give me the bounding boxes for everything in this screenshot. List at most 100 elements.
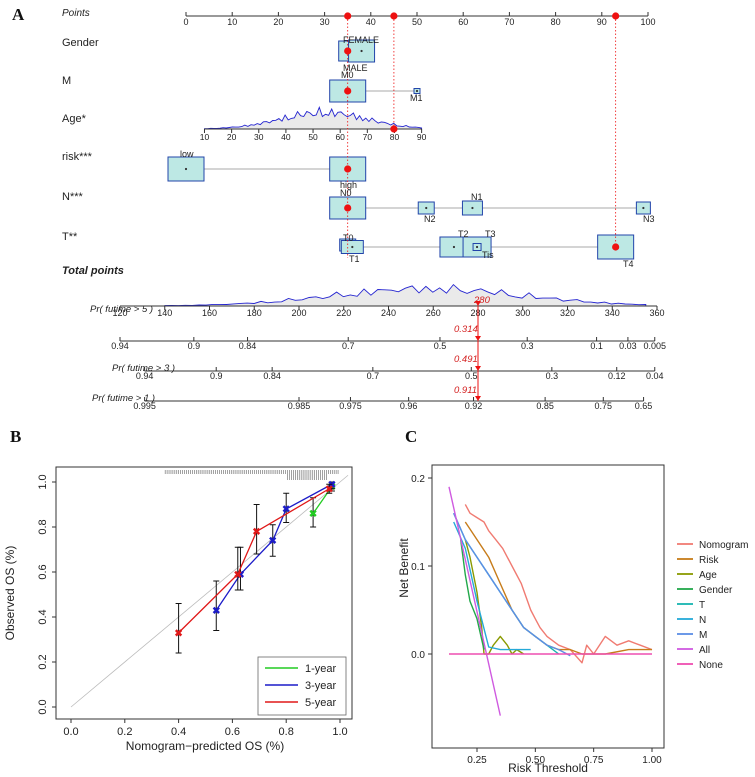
prob-label-1yr: Pr( futime > 1 ) — [92, 393, 155, 404]
age-tick-label: 60 — [335, 132, 345, 142]
calib-point: ✖ — [174, 628, 182, 639]
red-arrow — [475, 366, 481, 371]
legend-3yr: 3-year — [305, 680, 337, 692]
age-tick-label: 80 — [390, 132, 400, 142]
dca-xtick-label: 0.25 — [467, 755, 487, 766]
calib-ytick-label: 0.8 — [37, 519, 49, 534]
calib-xtick-label: 0.8 — [279, 726, 294, 738]
panel-label-a: A — [12, 5, 25, 24]
calibration-legend — [257, 656, 347, 716]
box-n2-dot — [425, 206, 428, 210]
level-t1: T1 — [349, 254, 360, 264]
prob-tick-label: 0.3 — [521, 341, 534, 351]
age-tick-label: 10 — [200, 132, 210, 142]
red-arrow — [475, 396, 481, 401]
prob-tick-label: 0.975 — [339, 401, 362, 411]
prob-tick-label: 0.94 — [136, 371, 154, 381]
dca-legend-none: None — [699, 660, 723, 671]
level-tis: Tis — [482, 250, 494, 260]
points-tick-label: 60 — [458, 17, 468, 27]
dca-xlabel: Risk Threshold — [508, 761, 588, 775]
prob-tick-label: 0.94 — [111, 341, 129, 351]
legend-5yr: 5-year — [305, 697, 337, 709]
red-arrow — [475, 336, 481, 341]
prob-label-5yr: Pr( futime > 5 ) — [90, 304, 153, 315]
dca-ytick-label: 0.0 — [411, 650, 425, 661]
points-tick-label: 80 — [551, 17, 561, 27]
total-tick-label: 180 — [247, 308, 262, 318]
dca-xtick-label: 0.50 — [526, 755, 546, 766]
points-tick-label: 50 — [412, 17, 422, 27]
age-tick-label: 30 — [254, 132, 264, 142]
total-points-marker-value: 280 — [473, 295, 491, 306]
pred-5yr: 0.314 — [454, 324, 478, 335]
dca-legend-risk: Risk — [699, 555, 719, 566]
dca-ylabel: Net Benefit — [397, 538, 411, 598]
level-n1: N1 — [471, 192, 483, 202]
prob-tick-label: 0.985 — [288, 401, 311, 411]
calib-xtick-label: 0.6 — [225, 726, 240, 738]
dca-xtick-label: 1.00 — [642, 755, 662, 766]
calib-point: ✖ — [269, 536, 277, 547]
dca-legend-n: N — [699, 615, 706, 626]
prob-tick-label: 0.04 — [646, 371, 664, 381]
total-tick-label: 320 — [560, 308, 575, 318]
level-n0: N0 — [340, 188, 352, 198]
points-tick-label: 0 — [183, 17, 188, 27]
level-t3: T3 — [485, 229, 496, 239]
total-points-label: Total points — [62, 265, 124, 277]
prob-tick-label: 0.84 — [263, 371, 281, 381]
level-m0: M0 — [341, 70, 354, 80]
var-label-m: M — [62, 75, 71, 87]
calib-ytick-label: 1.0 — [37, 474, 49, 489]
prob-tick-label: 0.9 — [210, 371, 223, 381]
points-selected — [390, 12, 398, 20]
prob-tick-label: 0.5 — [465, 371, 478, 381]
var-label-n: N*** — [62, 191, 84, 203]
dca-series-all — [448, 486, 501, 716]
points-tick-label: 100 — [640, 17, 655, 27]
box-n1-dot — [471, 206, 474, 210]
calib-ytick-label: 0.6 — [37, 564, 49, 579]
calib-ytick-label: 0.0 — [37, 699, 49, 714]
points-selected — [344, 12, 352, 20]
calibration-xlabel: Nomogram−predicted OS (%) — [126, 739, 284, 753]
points-tick-label: 90 — [597, 17, 607, 27]
prob-tick-label: 0.995 — [133, 401, 156, 411]
dca-legend-all: All — [699, 645, 710, 656]
calib-point: ✖ — [282, 505, 290, 516]
level-high: high — [340, 180, 357, 190]
dca-legend-t: T — [699, 600, 705, 611]
age-tick-label: 40 — [281, 132, 291, 142]
var-label-gender: Gender — [62, 37, 99, 49]
panel-label-c: C — [405, 427, 417, 446]
risk-selected — [344, 165, 352, 173]
dca-legend-nomogram: Nomogram — [699, 540, 748, 551]
n-selected — [344, 204, 352, 212]
points-tick-label: 70 — [504, 17, 514, 27]
red-arrow — [475, 301, 481, 306]
box-m1-dot — [415, 89, 419, 93]
box-low-dot — [184, 167, 188, 171]
pred-1yr: 0.911 — [454, 385, 477, 396]
dca-legend-m: M — [699, 630, 707, 641]
prob-tick-label: 0.7 — [367, 371, 380, 381]
points-tick-label: 10 — [227, 17, 237, 27]
total-tick-label: 140 — [157, 308, 172, 318]
calib-point: ✖ — [252, 527, 260, 538]
calib-point: ✖ — [325, 484, 333, 495]
calib-ideal-line — [70, 474, 349, 708]
dca-legend-gender: Gender — [699, 585, 733, 596]
prob-tick-label: 0.75 — [595, 401, 613, 411]
level-n3: N3 — [643, 214, 655, 224]
age-tick-label: 20 — [227, 132, 237, 142]
prob-tick-label: 0.96 — [400, 401, 418, 411]
points-axis-label: Points — [62, 8, 90, 19]
dca-series-n — [453, 521, 531, 651]
decision-curve-panel: Risk Threshold Net Benefit 0.25 0.50 0.75 1… — [397, 464, 748, 775]
prob-tick-label: 0.92 — [465, 401, 483, 411]
total-tick-label: 200 — [291, 308, 306, 318]
dca-ytick-label: 0.2 — [411, 474, 425, 485]
calib-point: ✖ — [309, 509, 317, 520]
box-tis-dot — [475, 245, 479, 249]
